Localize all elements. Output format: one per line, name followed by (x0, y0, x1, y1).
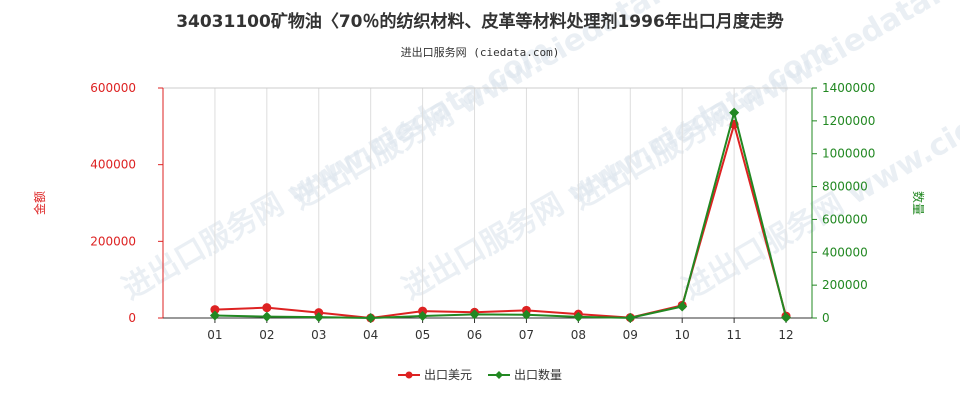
legend-marker (495, 371, 503, 379)
data-point[interactable] (521, 309, 532, 320)
data-point[interactable] (313, 312, 324, 323)
data-point[interactable] (469, 309, 480, 320)
x-tick-label: 01 (207, 328, 222, 342)
right-tick-label: 600000 (822, 212, 868, 226)
legend-label: 出口美元 (424, 368, 472, 382)
series-2 (209, 107, 792, 323)
x-tick-label: 08 (571, 328, 586, 342)
x-tick-label: 11 (726, 328, 741, 342)
right-tick-label: 400000 (822, 245, 868, 259)
data-point[interactable] (417, 311, 428, 322)
x-tick-label: 06 (467, 328, 482, 342)
left-axis-title: 金额 (32, 191, 47, 215)
left-tick-label: 200000 (90, 234, 136, 248)
data-point[interactable] (209, 310, 220, 321)
x-tick-label: 05 (415, 328, 430, 342)
right-tick-label: 200000 (822, 278, 868, 292)
right-tick-label: 1400000 (822, 81, 875, 95)
legend-marker (405, 371, 413, 379)
x-tick-label: 07 (519, 328, 534, 342)
x-tick-label: 02 (259, 328, 274, 342)
data-point[interactable] (625, 312, 636, 323)
left-axis-ticks: 0 200000 400000 600000 (90, 81, 163, 325)
data-point[interactable] (261, 311, 272, 322)
legend[interactable]: 出口美元 出口数量 (398, 367, 562, 382)
data-point[interactable] (677, 301, 688, 312)
x-tick-label: 04 (363, 328, 378, 342)
legend-item[interactable]: 出口美元 (398, 368, 472, 382)
chart-subtitle: 进出口服务网 (ciedata.com) (401, 45, 560, 59)
watermark-text: 进出口服务网 www.ciedata.com (287, 0, 728, 217)
data-point[interactable] (729, 107, 740, 118)
data-point[interactable] (781, 312, 792, 323)
left-tick-label: 600000 (90, 81, 136, 95)
legend-label: 出口数量 (514, 367, 562, 382)
data-point[interactable] (573, 311, 584, 322)
data-point[interactable] (210, 305, 220, 315)
x-tick-label: 09 (623, 328, 638, 342)
grid-lines (214, 88, 787, 318)
right-tick-label: 1000000 (822, 147, 875, 161)
right-axis-title: 数量 (911, 191, 926, 215)
series-layer (209, 107, 792, 323)
right-axis-ticks: 0 200000 400000 600000 800000 1000000 1200000 1… (812, 81, 875, 325)
data-point[interactable] (365, 313, 376, 323)
x-tick-label: 03 (311, 328, 326, 342)
right-tick-label: 1200000 (822, 114, 875, 128)
series-line (214, 108, 788, 320)
x-tick-label: 12 (778, 328, 793, 342)
x-axis-ticks: 01 02 03 04 05 06 07 08 09 10 11 12 (207, 318, 794, 342)
left-tick-label: 0 (128, 311, 136, 325)
chart-title: 34031100矿物油〈70％的纺织材料、皮革等材料处理剂1996年出口月度走势 (176, 11, 784, 32)
x-tick-label: 10 (675, 328, 690, 342)
data-point[interactable] (262, 303, 272, 313)
left-tick-label: 400000 (90, 158, 136, 172)
right-tick-label: 800000 (822, 180, 868, 194)
legend-item[interactable]: 出口数量 (488, 367, 562, 382)
right-tick-label: 0 (822, 311, 830, 325)
